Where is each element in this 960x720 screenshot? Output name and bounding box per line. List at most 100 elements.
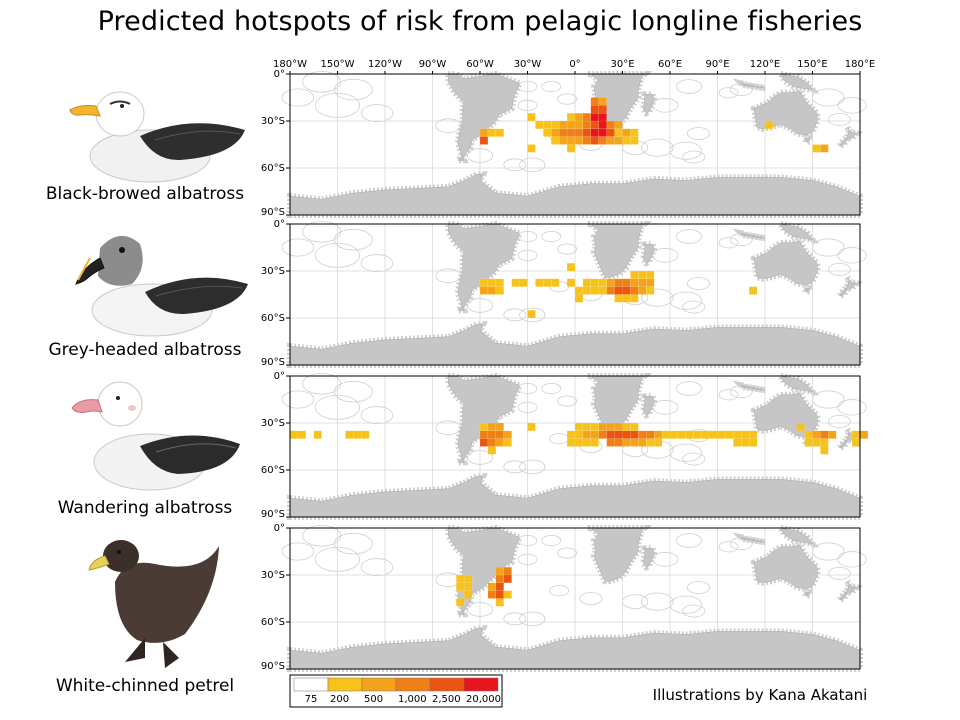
risk-cell <box>479 422 489 431</box>
risk-cell <box>820 438 829 447</box>
risk-cell <box>614 136 623 145</box>
lon-tick-label: 120°W <box>368 59 402 70</box>
lat-tick-label: 90°S <box>261 661 285 672</box>
lat-tick-label: 60°S <box>261 617 285 628</box>
risk-cell <box>638 430 647 439</box>
landmass <box>780 223 814 241</box>
risk-cell <box>479 430 489 439</box>
risk-cell <box>638 270 647 279</box>
risk-cell <box>622 128 631 137</box>
risk-cell <box>630 438 639 447</box>
eez-outline <box>827 415 851 428</box>
eez-outline <box>360 558 394 577</box>
lon-tick-label: 60°E <box>658 59 682 70</box>
risk-cell <box>551 278 560 287</box>
eez-outline <box>687 581 710 594</box>
risk-cell <box>574 120 584 129</box>
risk-cell <box>527 113 536 122</box>
risk-cell <box>464 590 473 599</box>
eez-outline <box>675 79 703 94</box>
risk-cell <box>566 263 576 272</box>
eez-outline <box>519 307 546 323</box>
eez-outline <box>687 127 710 140</box>
legend-label: 20,000 <box>466 694 501 705</box>
landmass <box>838 277 858 297</box>
eez-outline <box>557 395 577 407</box>
eez-outline <box>718 237 739 249</box>
risk-cell <box>479 128 489 137</box>
risk-cell <box>669 430 679 439</box>
black-browed-albatross-illustration <box>69 91 245 183</box>
landmass <box>642 548 655 568</box>
grey-headed-albatross-illustration <box>75 235 248 337</box>
landmass <box>780 527 814 545</box>
risk-cell <box>598 105 607 114</box>
risk-cell <box>590 97 599 106</box>
risk-cell <box>630 278 639 287</box>
legend-swatch <box>361 677 397 692</box>
risk-cell <box>654 430 663 439</box>
risk-cell <box>638 438 647 447</box>
figure-title: Predicted hotspots of risk from pelagic … <box>97 6 863 37</box>
eez-outline <box>687 277 710 290</box>
risk-cell <box>574 136 584 145</box>
eez-outline <box>718 541 739 553</box>
risk-cell <box>582 438 591 447</box>
eez-outline <box>682 604 706 618</box>
risk-cell <box>487 286 496 295</box>
map-panel-4: 0° 30°S 60°S 90°S <box>261 523 867 672</box>
eez-outline <box>519 157 546 173</box>
map-frame <box>289 223 861 366</box>
risk-cell <box>630 136 639 145</box>
risk-cell <box>495 422 504 431</box>
risk-cell <box>574 294 584 303</box>
map-panel-3: 0° 30°S 60°S 90°S <box>261 371 869 520</box>
lon-tick-label: 0° <box>569 59 580 70</box>
risk-cell <box>582 120 591 129</box>
risk-cell <box>606 286 615 295</box>
eez-outline <box>675 533 703 548</box>
risk-cell <box>543 128 552 137</box>
risk-cell <box>582 422 591 431</box>
lat-tick-label: 0° <box>274 219 285 230</box>
risk-cell <box>828 430 837 439</box>
risk-cell <box>646 430 655 439</box>
risk-cell <box>487 446 496 455</box>
risk-cell <box>574 113 584 122</box>
risk-cell <box>495 598 504 607</box>
risk-cell <box>297 430 306 439</box>
risk-cell <box>487 278 496 287</box>
risk-cell <box>527 422 536 431</box>
risk-cell <box>582 286 591 295</box>
map-panel-2: 0° 30°S 60°S 90°S <box>261 219 867 368</box>
risk-cell <box>590 128 599 137</box>
risk-cell <box>820 430 829 439</box>
risk-cell <box>630 430 639 439</box>
risk-cell <box>614 120 623 129</box>
risk-cell <box>614 438 623 447</box>
lon-tick-label: 60°W <box>466 59 494 70</box>
risk-cell <box>479 438 489 447</box>
risk-cell <box>495 590 504 599</box>
risk-cell <box>630 128 639 137</box>
risk-cell <box>851 430 861 439</box>
risk-cell <box>741 438 750 447</box>
map-frame <box>289 527 861 670</box>
eez-outline <box>827 113 851 126</box>
eez-outline <box>503 612 527 626</box>
risk-cell <box>566 128 576 137</box>
risk-cell <box>661 430 671 439</box>
risk-cell <box>456 574 465 583</box>
risk-cell <box>566 113 576 122</box>
landmass <box>642 244 655 264</box>
eez-outline <box>837 97 867 114</box>
risk-cell <box>622 422 631 431</box>
risk-cell <box>677 430 686 439</box>
risk-cell <box>559 128 568 137</box>
eez-outline <box>549 585 570 597</box>
risk-cell <box>749 286 758 295</box>
lat-tick-label: 30°S <box>261 570 285 581</box>
landmass <box>642 396 655 416</box>
risk-cell <box>503 430 512 439</box>
eez-outline <box>827 263 851 276</box>
